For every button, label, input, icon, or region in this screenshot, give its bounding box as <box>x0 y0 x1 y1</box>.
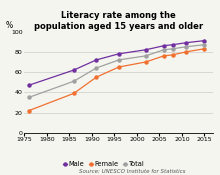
Total <box>95 67 98 69</box>
Female <box>95 76 98 78</box>
Female <box>117 66 120 68</box>
Male <box>27 84 30 86</box>
Female <box>72 92 75 95</box>
Total <box>163 49 165 51</box>
Male <box>185 42 188 44</box>
Line: Total: Total <box>27 43 206 99</box>
Female <box>172 54 174 56</box>
Total <box>117 59 120 61</box>
Male <box>145 49 147 51</box>
Female <box>203 48 206 50</box>
Total <box>172 48 174 50</box>
Male <box>203 40 206 42</box>
Male <box>95 59 98 61</box>
Legend: Male, Female, Total: Male, Female, Total <box>60 159 147 170</box>
Male <box>172 44 174 46</box>
Line: Male: Male <box>27 39 206 87</box>
Female <box>185 51 188 53</box>
Total <box>185 46 188 48</box>
Title: Literacy rate among the
population aged 15 years and older: Literacy rate among the population aged … <box>34 11 203 31</box>
Line: Female: Female <box>27 47 206 112</box>
Text: Source: UNESCO Institute for Statistics: Source: UNESCO Institute for Statistics <box>79 169 185 174</box>
Total <box>203 44 206 46</box>
Female <box>27 110 30 112</box>
Male <box>117 53 120 55</box>
Text: %: % <box>5 22 12 30</box>
Female <box>163 55 165 57</box>
Total <box>72 80 75 82</box>
Male <box>72 69 75 71</box>
Total <box>27 96 30 99</box>
Male <box>163 45 165 47</box>
Total <box>145 55 147 57</box>
Female <box>145 61 147 63</box>
